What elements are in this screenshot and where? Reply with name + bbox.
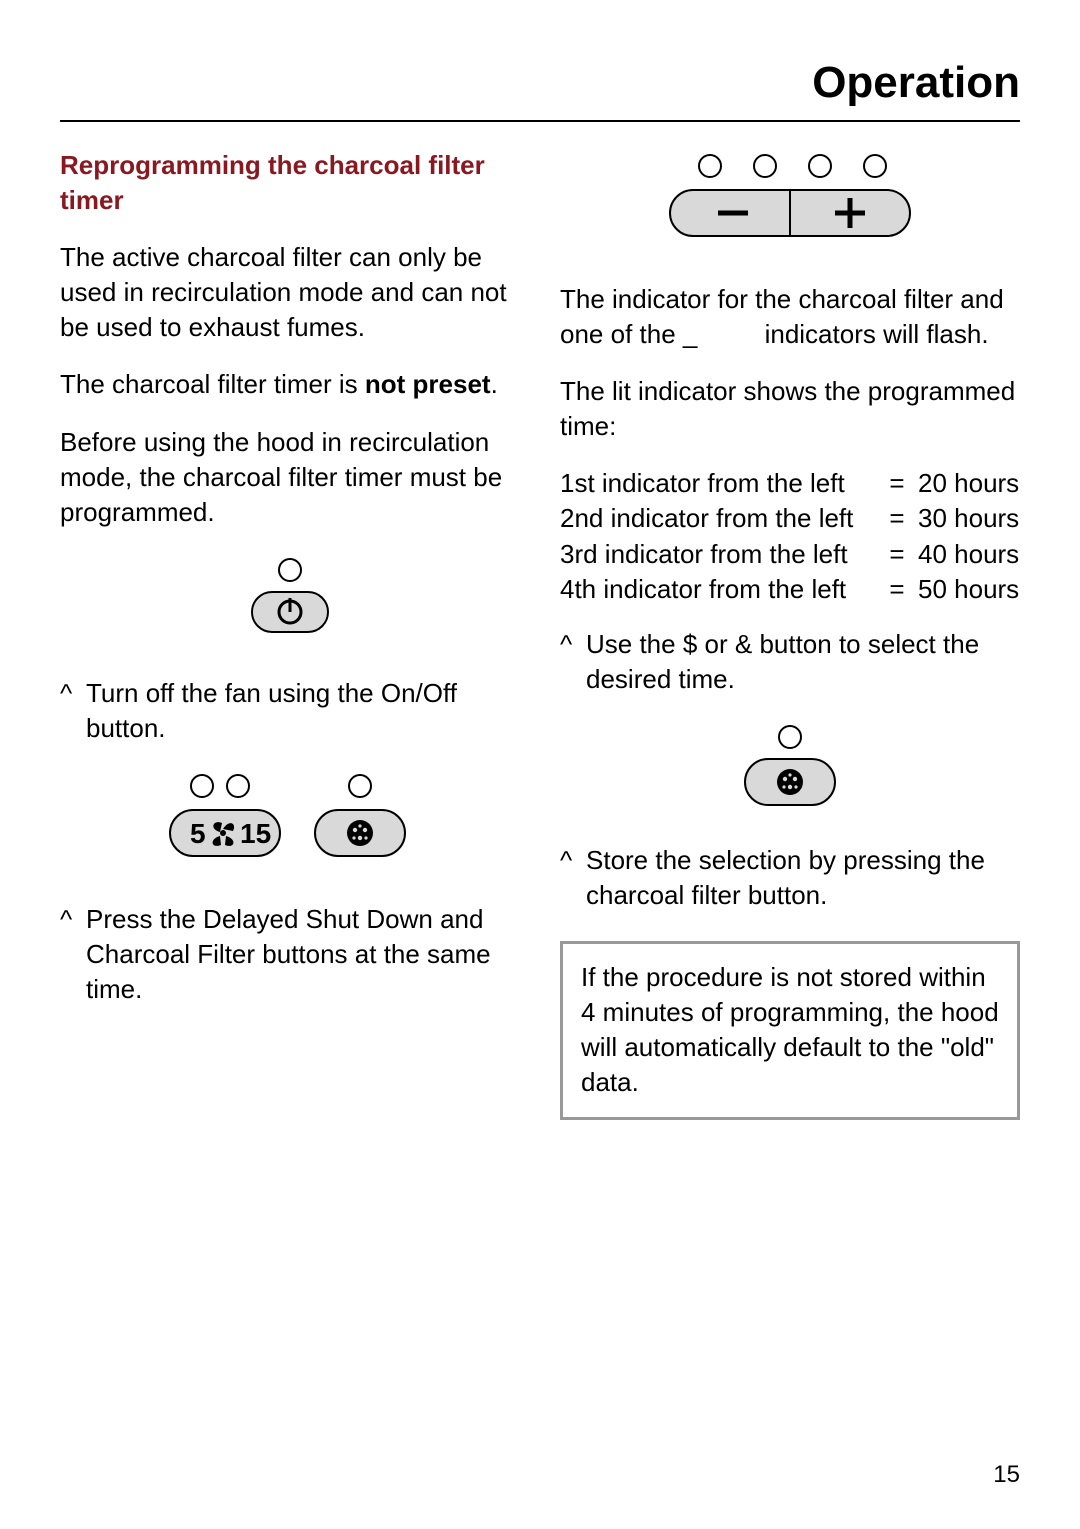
indicator-value: 20 hours — [914, 466, 1020, 501]
table-row: 1st indicator from the left = 20 hours — [560, 466, 1020, 501]
text-run: The charcoal filter timer is — [60, 369, 365, 399]
indicator-label: 2nd indicator from the left — [560, 501, 880, 536]
caret-marker: ^ — [560, 843, 586, 913]
table-row: 2nd indicator from the left = 30 hours — [560, 501, 1020, 536]
step-item: ^ Press the Delayed Shut Down and Charco… — [60, 902, 520, 1007]
indicator-icon — [754, 155, 776, 177]
equals-sign: = — [880, 501, 914, 536]
indicator-icon — [699, 155, 721, 177]
step-item: ^ Turn off the fan using the On/Off butt… — [60, 676, 520, 746]
header-rule — [60, 120, 1020, 122]
charcoal-icon — [777, 769, 803, 795]
charcoal-icon — [347, 820, 373, 846]
symbol: & — [735, 629, 752, 659]
step-text: Use the $ or & button to select the desi… — [586, 627, 1020, 697]
step-text: Turn off the fan using the On/Off button… — [86, 676, 520, 746]
equals-sign: = — [880, 466, 914, 501]
paragraph: The lit indicator shows the programmed t… — [560, 374, 1020, 444]
indicator-label: 4th indicator from the left — [560, 572, 880, 607]
note-box: If the procedure is not stored within 4 … — [560, 941, 1020, 1119]
symbol: $ — [683, 629, 697, 659]
power-button-icon — [240, 552, 340, 652]
step-text: Store the selection by pressing the char… — [586, 843, 1020, 913]
text-run: or — [697, 629, 735, 659]
equals-sign: = — [880, 572, 914, 607]
indicator-icon — [227, 775, 249, 797]
caret-marker: ^ — [60, 676, 86, 746]
indicator-table: 1st indicator from the left = 20 hours 2… — [560, 466, 1020, 606]
paragraph: Before using the hood in recirculation m… — [60, 425, 520, 530]
step-item: ^ Use the $ or & button to select the de… — [560, 627, 1020, 697]
indicator-icon — [809, 155, 831, 177]
text-run: indicators will flash. — [757, 319, 988, 349]
step-text: Press the Delayed Shut Down and Charcoal… — [86, 902, 520, 1007]
figure-double-buttons: 5 15 — [60, 768, 520, 878]
table-row: 3rd indicator from the left = 40 hours — [560, 537, 1020, 572]
delayed-15-label: 15 — [240, 818, 271, 849]
left-column: Reprogramming the charcoal filter timer … — [60, 148, 520, 1120]
indicator-label: 3rd indicator from the left — [560, 537, 880, 572]
minus-plus-icon — [640, 148, 940, 258]
symbol: _ — [683, 319, 697, 349]
figure-charcoal-button — [560, 719, 1020, 819]
step-item: ^ Store the selection by pressing the ch… — [560, 843, 1020, 913]
content-columns: Reprogramming the charcoal filter timer … — [60, 148, 1020, 1120]
indicator-icon — [279, 559, 301, 581]
indicator-icon — [349, 775, 371, 797]
double-button-icon: 5 15 — [160, 768, 420, 878]
paragraph: The indicator for the charcoal filter an… — [560, 282, 1020, 352]
page-number: 15 — [993, 1461, 1020, 1489]
indicator-value: 30 hours — [914, 501, 1020, 536]
delayed-5-label: 5 — [190, 818, 206, 849]
paragraph: The charcoal filter timer is not preset. — [60, 367, 520, 402]
figure-power-button — [60, 552, 520, 652]
equals-sign: = — [880, 537, 914, 572]
text-run: Use the — [586, 629, 683, 659]
text-run: . — [491, 369, 498, 399]
indicator-icon — [779, 726, 801, 748]
right-column: The indicator for the charcoal filter an… — [560, 148, 1020, 1120]
indicator-value: 40 hours — [914, 537, 1020, 572]
caret-marker: ^ — [60, 902, 86, 1007]
indicator-value: 50 hours — [914, 572, 1020, 607]
text-bold: not preset — [365, 369, 491, 399]
caret-marker: ^ — [560, 627, 586, 697]
note-text: If the procedure is not stored within 4 … — [581, 962, 999, 1097]
paragraph: The active charcoal filter can only be u… — [60, 240, 520, 345]
subheading: Reprogramming the charcoal filter timer — [60, 148, 520, 218]
indicator-icon — [864, 155, 886, 177]
charcoal-button-icon — [735, 719, 845, 819]
page-title: Operation — [60, 58, 1020, 108]
table-row: 4th indicator from the left = 50 hours — [560, 572, 1020, 607]
figure-minus-plus — [560, 148, 1020, 258]
indicator-label: 1st indicator from the left — [560, 466, 880, 501]
page: Operation Reprogramming the charcoal fil… — [0, 0, 1080, 1529]
indicator-icon — [191, 775, 213, 797]
